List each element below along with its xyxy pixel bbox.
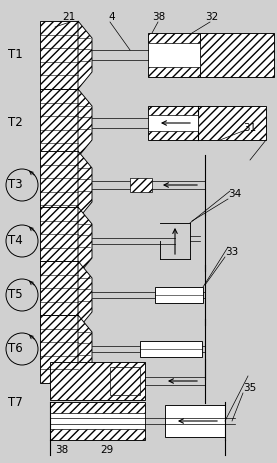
Bar [40, 21, 78, 89]
Polygon shape [78, 151, 92, 219]
Bar [130, 178, 152, 192]
Bar [50, 362, 145, 400]
Bar [110, 367, 140, 395]
Text: 38: 38 [152, 12, 165, 22]
Bar [155, 287, 203, 303]
Text: T4: T4 [8, 234, 23, 248]
Text: T3: T3 [8, 179, 23, 192]
Text: T1: T1 [8, 49, 23, 62]
Polygon shape [78, 89, 92, 157]
Text: 32: 32 [205, 12, 218, 22]
Text: T5: T5 [8, 288, 23, 301]
Bar [50, 402, 145, 440]
Text: 35: 35 [243, 383, 256, 393]
Text: 31: 31 [243, 123, 256, 133]
Bar [140, 341, 202, 357]
Bar [40, 261, 78, 329]
Bar [148, 43, 200, 67]
Text: T2: T2 [8, 117, 23, 130]
Bar [40, 89, 78, 157]
Polygon shape [78, 207, 92, 275]
Bar [40, 207, 78, 275]
Polygon shape [78, 315, 92, 383]
Bar [200, 33, 274, 77]
Bar [165, 405, 225, 437]
Bar [50, 413, 145, 429]
Text: 38: 38 [55, 445, 68, 455]
Text: 29: 29 [100, 445, 113, 455]
Text: T6: T6 [8, 343, 23, 356]
Text: 33: 33 [225, 247, 238, 257]
Polygon shape [78, 21, 92, 89]
Text: 34: 34 [228, 189, 241, 199]
Bar [148, 33, 200, 77]
Text: T7: T7 [8, 396, 23, 409]
Bar [40, 151, 78, 219]
Text: 21: 21 [62, 12, 75, 22]
Bar [148, 115, 198, 131]
Bar [198, 106, 266, 140]
Polygon shape [78, 261, 92, 329]
Bar [148, 106, 198, 140]
Bar [40, 315, 78, 383]
Text: 4: 4 [108, 12, 115, 22]
